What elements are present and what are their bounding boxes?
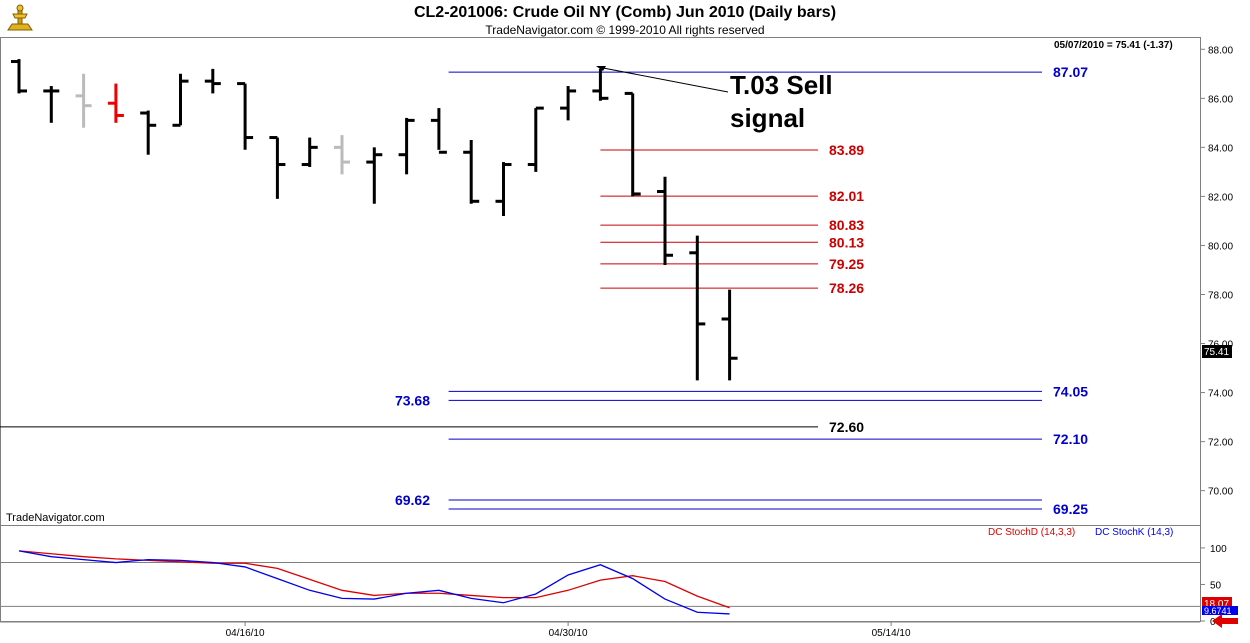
price-bar-8 (269, 136, 286, 199)
stoch-tick-label-1: 50 (1210, 580, 1222, 591)
price-tick-label-1: 86.00 (1208, 94, 1233, 105)
price-tick-label-8: 72.00 (1208, 438, 1233, 449)
stoch-tick-label-0: 100 (1210, 544, 1227, 555)
level-label-0: 87.07 (1053, 64, 1088, 80)
level-label-2: 82.01 (829, 188, 864, 204)
chart-title: CL2-201006: Crude Oil NY (Comb) Jun 2010… (413, 4, 837, 21)
last-price-label: 75.41 (1204, 347, 1229, 358)
price-bar-7 (237, 82, 254, 150)
stoch-d-last-label: 18.07 (1204, 599, 1229, 610)
date-axis: 04/16/10 04/30/10 05/14/10 (226, 622, 911, 639)
level-label-7: 74.05 (1053, 383, 1088, 399)
price-bar-14 (463, 139, 480, 204)
level-label-9: 72.60 (829, 419, 864, 435)
price-bar-10 (334, 135, 350, 175)
price-bar-22 (721, 289, 738, 381)
sell-signal-line2: signal (730, 103, 805, 133)
price-bar-2 (75, 73, 92, 128)
stoch-series-1 (18, 550, 730, 615)
stoch-k-last-label: 9.6741 (1204, 606, 1232, 616)
price-tick-label-5: 78.00 (1208, 290, 1233, 301)
price-bar-3 (107, 83, 124, 123)
price-bar-11 (366, 147, 383, 204)
price-axis: 88.0086.0084.0082.0080.0078.0076.0074.00… (1200, 45, 1233, 498)
price-bar-13 (430, 108, 447, 154)
price-bar-21 (689, 235, 706, 381)
price-tick-label-9: 70.00 (1208, 487, 1233, 498)
scroll-left-arrow-icon[interactable] (1212, 614, 1238, 628)
sell-signal-line1: T.03 Sell (730, 70, 833, 100)
price-bar-9 (301, 137, 318, 167)
price-bar-15 (495, 162, 512, 217)
level-label-10: 72.10 (1053, 431, 1088, 447)
price-bar-1 (43, 86, 60, 123)
stoch-axis: 100 50 0 (1200, 544, 1227, 628)
price-bar-6 (204, 68, 221, 94)
watermark-text: TradeNavigator.com (6, 512, 105, 524)
date-tick-label-0: 04/16/10 (226, 628, 265, 639)
last-price-tag (1202, 345, 1232, 358)
stoch-series-0 (18, 550, 730, 609)
price-bar-5 (172, 73, 189, 127)
stoch-k-legend: DC StochK (14,3) (1095, 527, 1173, 538)
price-bar-4 (140, 110, 157, 155)
price-bar-19 (624, 91, 641, 197)
price-tick-label-4: 80.00 (1208, 241, 1233, 252)
stoch-lines (0, 550, 1200, 615)
price-bar-12 (398, 117, 415, 175)
level-label-5: 79.25 (829, 256, 864, 272)
level-label-1: 83.89 (829, 142, 864, 158)
level-label-8: 73.68 (395, 392, 430, 408)
level-label-11: 69.62 (395, 492, 430, 508)
stoch-tick-label-2: 0 (1210, 617, 1216, 628)
price-tick-label-0: 88.00 (1208, 45, 1233, 56)
price-bar-20 (657, 176, 673, 266)
price-tick-label-2: 84.00 (1208, 143, 1233, 154)
level-label-3: 80.83 (829, 217, 864, 233)
date-tick-label-1: 04/30/10 (549, 628, 588, 639)
chart-subtitle: TradeNavigator.com © 1999-2010 All right… (485, 23, 765, 37)
level-label-12: 69.25 (1053, 501, 1088, 517)
level-label-4: 80.13 (829, 234, 864, 250)
price-tick-label-7: 74.00 (1208, 389, 1233, 400)
level-label-6: 78.26 (829, 280, 864, 296)
stoch-panel-frame (0, 525, 1201, 622)
trade-navigator-logo-icon[interactable] (4, 4, 36, 34)
price-bar-17 (560, 86, 577, 121)
price-bar-16 (527, 106, 544, 172)
price-tick-label-3: 82.00 (1208, 192, 1233, 203)
date-tick-label-2: 05/14/10 (872, 628, 911, 639)
price-bars (11, 59, 738, 381)
price-bar-18 (592, 68, 609, 101)
sell-signal-arrowhead (596, 66, 606, 71)
sell-signal-arrow (597, 66, 729, 93)
stoch-d-legend: DC StochD (14,3,3) (988, 527, 1075, 538)
price-bar-0 (11, 59, 27, 94)
price-readout: 05/07/2010 = 75.41 (-1.37) (1054, 40, 1173, 51)
stoch-k-last-tag (1202, 606, 1238, 615)
